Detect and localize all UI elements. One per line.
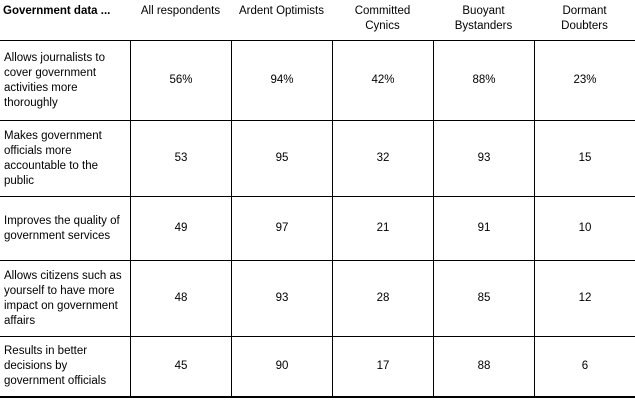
row-label: Allows journalists to cover government a…: [4, 51, 105, 109]
row-label: Allows citizens such as yourself to have…: [4, 269, 122, 327]
column-header-ardent-optimists: Ardent Optimists: [239, 5, 324, 17]
data-cell: 21: [332, 197, 433, 260]
data-cell: 95: [231, 121, 332, 196]
data-cell: 88: [433, 337, 534, 396]
data-cell: 97: [231, 197, 332, 260]
table-row: Makes government officials more accounta…: [0, 121, 635, 197]
table-row: Results in better decisions by governmen…: [0, 337, 635, 398]
table-row: Allows journalists to cover government a…: [0, 41, 635, 121]
column-header-committed-cynics: Committed Cynics: [354, 5, 411, 32]
data-cell: 93: [231, 261, 332, 336]
data-cell: 12: [534, 261, 635, 336]
table-title: Government data ...: [3, 5, 111, 17]
data-cell: 6: [534, 337, 635, 396]
table-row: Allows citizens such as yourself to have…: [0, 261, 635, 337]
data-cell: 93: [433, 121, 534, 196]
data-cell: 48: [130, 261, 231, 336]
row-label: Makes government officials more accounta…: [4, 129, 102, 187]
row-label: Results in better decisions by governmen…: [4, 345, 107, 387]
data-cell: 32: [332, 121, 433, 196]
column-header-dormant-doubters: Dormant Doubters: [561, 5, 608, 32]
row-label: Improves the quality of government servi…: [4, 214, 120, 242]
data-cell: 28: [332, 261, 433, 336]
data-cell: 42%: [332, 41, 433, 120]
table-row: Improves the quality of government servi…: [0, 197, 635, 261]
data-cell: 45: [130, 337, 231, 396]
table-header-row: Government data ... All respondents Arde…: [0, 0, 635, 41]
column-header-all-respondents: All respondents: [140, 5, 221, 17]
data-cell: 53: [130, 121, 231, 196]
data-cell: 23%: [534, 41, 635, 120]
data-cell: 94%: [231, 41, 332, 120]
data-cell: 90: [231, 337, 332, 396]
data-cell: 56%: [130, 41, 231, 120]
data-cell: 10: [534, 197, 635, 260]
data-cell: 17: [332, 337, 433, 396]
data-cell: 91: [433, 197, 534, 260]
data-cell: 49: [130, 197, 231, 260]
data-cell: 15: [534, 121, 635, 196]
data-cell: 85: [433, 261, 534, 336]
data-cell: 88%: [433, 41, 534, 120]
column-header-buoyant-bystanders: Buoyant Bystanders: [454, 5, 513, 32]
